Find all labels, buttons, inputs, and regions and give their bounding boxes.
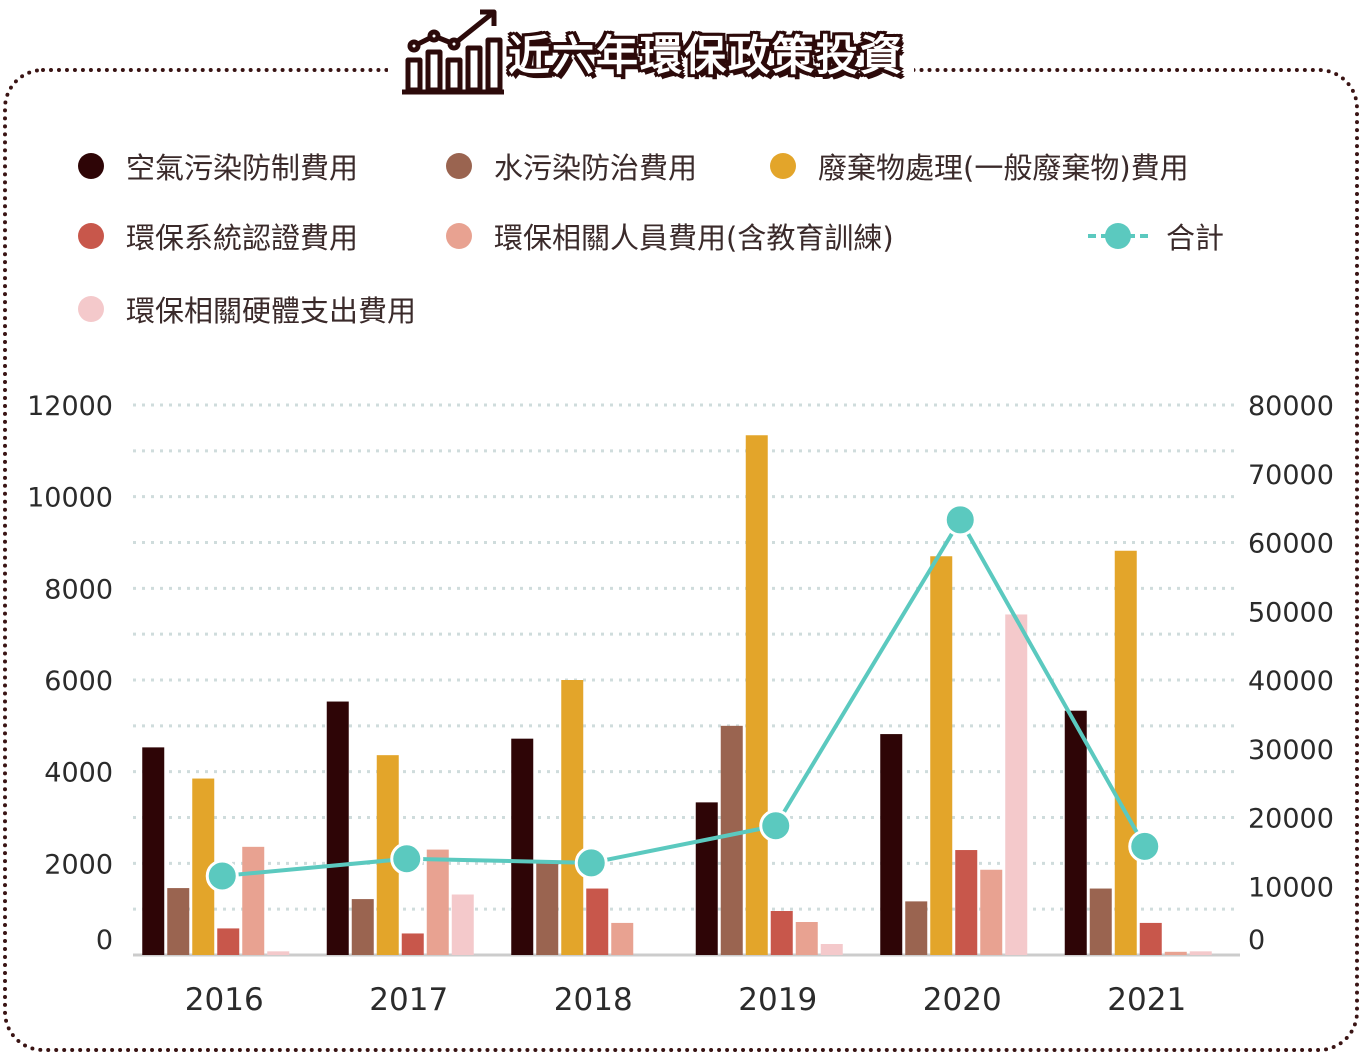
x-tick-label: 2020 <box>923 982 1002 1018</box>
bar <box>611 922 634 955</box>
bar <box>955 850 978 955</box>
bar <box>1005 614 1028 955</box>
y-right-tick-label: 30000 <box>1248 735 1334 766</box>
total-point <box>205 859 239 893</box>
total-point <box>1128 829 1162 863</box>
y-right-tick-label: 10000 <box>1248 872 1334 903</box>
x-tick-label: 2018 <box>554 982 633 1018</box>
bar <box>586 888 609 955</box>
bar <box>1164 951 1187 955</box>
bar <box>426 849 449 955</box>
bar <box>326 701 349 955</box>
bar <box>1139 922 1162 955</box>
y-left-tick-label: 0 <box>96 925 113 956</box>
rising-chart-icon <box>398 4 508 100</box>
x-tick-label: 2021 <box>1107 982 1186 1018</box>
legend-label: 空氣污染防制費用 <box>126 151 359 185</box>
bar <box>561 680 584 955</box>
y-left-tick-label: 10000 <box>27 483 113 514</box>
bar <box>536 861 559 955</box>
y-right-tick-label: 20000 <box>1248 804 1334 835</box>
chart-title-block: 近六年環保政策投資 <box>388 2 915 102</box>
y-left-tick-label: 2000 <box>44 849 113 880</box>
legend-label: 廢棄物處理(一般廢棄物)費用 <box>818 151 1189 185</box>
bar <box>217 928 240 955</box>
y-right-tick-label: 0 <box>1248 925 1265 956</box>
legend-label: 合計 <box>1166 221 1225 255</box>
legend-label: 環保相關硬體支出費用 <box>126 294 417 328</box>
bar <box>242 846 265 955</box>
legend-item-air: 空氣污染防制費用 <box>78 145 358 187</box>
bar <box>770 911 793 955</box>
y-right-tick-label: 80000 <box>1248 391 1334 422</box>
total-point <box>759 809 793 843</box>
legend-item-total: 合計 <box>1088 215 1224 257</box>
total-line <box>222 515 1147 878</box>
bar <box>1114 550 1137 955</box>
bar <box>745 435 768 955</box>
y-right-tick-label: 40000 <box>1248 666 1334 697</box>
y-left-tick-label: 12000 <box>27 391 113 422</box>
y-left-tick-label: 4000 <box>44 758 113 789</box>
legend-item-personnel: 環保相關人員費用(含教育訓練) <box>446 215 894 257</box>
bar <box>167 888 190 955</box>
bar <box>1189 951 1212 955</box>
bar <box>267 951 290 955</box>
legend-line-swatch <box>1088 222 1148 250</box>
legend-label: 水污染防治費用 <box>494 151 698 185</box>
bar <box>376 755 399 955</box>
bar <box>880 734 903 955</box>
chart-title: 近六年環保政策投資 <box>508 30 905 80</box>
bar <box>930 556 953 955</box>
legend-item-hardware: 環保相關硬體支出費用 <box>78 288 416 330</box>
bar <box>142 747 165 955</box>
bar <box>720 725 743 955</box>
bar <box>511 738 534 955</box>
total-point <box>574 846 608 880</box>
bar <box>1064 710 1087 955</box>
legend-swatch <box>446 153 472 179</box>
bar <box>905 901 928 955</box>
legend-swatch <box>78 223 104 249</box>
y-right-tick-label: 50000 <box>1248 597 1334 628</box>
x-tick-label: 2016 <box>185 982 264 1018</box>
bar <box>351 899 374 955</box>
legend-swatch <box>446 223 472 249</box>
legend-label: 環保相關人員費用(含教育訓練) <box>494 221 894 255</box>
x-tick-label: 2017 <box>369 982 448 1018</box>
total-point <box>943 503 977 537</box>
bar <box>401 933 424 955</box>
x-tick-label: 2019 <box>738 982 817 1018</box>
y-left-tick-label: 6000 <box>44 666 113 697</box>
bar <box>820 944 843 955</box>
bar <box>192 778 215 955</box>
legend-label: 環保系統認證費用 <box>126 221 359 255</box>
y-left-tick-label: 8000 <box>44 574 113 605</box>
y-right-tick-label: 60000 <box>1248 529 1334 560</box>
bar <box>695 802 718 955</box>
bar <box>1089 888 1112 955</box>
bar <box>980 869 1003 955</box>
legend-item-water: 水污染防治費用 <box>446 145 697 187</box>
legend-item-certification: 環保系統認證費用 <box>78 215 358 257</box>
bar <box>451 894 474 955</box>
bar <box>795 922 818 955</box>
legend-swatch <box>78 296 104 322</box>
total-point <box>390 842 424 876</box>
y-right-tick-label: 70000 <box>1248 460 1334 491</box>
legend-item-waste: 廢棄物處理(一般廢棄物)費用 <box>770 145 1189 187</box>
legend-swatch <box>770 153 796 179</box>
legend-swatch <box>78 153 104 179</box>
